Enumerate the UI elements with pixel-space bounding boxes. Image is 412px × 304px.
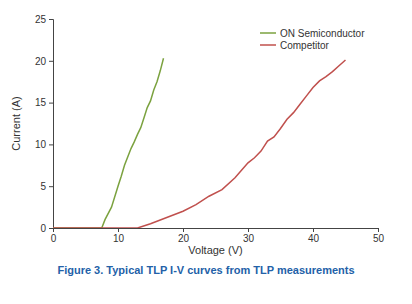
tick: 10 [113,228,125,244]
tick-label: 20 [35,56,47,67]
tick-label: 10 [113,233,125,244]
tick-label: 15 [35,97,47,108]
tick-mark [378,228,379,232]
tick: 5 [40,181,53,192]
tick-mark [49,61,53,62]
tick-label: 5 [40,181,46,192]
series-group [53,58,346,228]
tick-label: 30 [243,233,255,244]
series-line [53,60,346,228]
tick-mark [49,186,53,187]
chart: 0 10 20 30 40 50 0 5 10 15 20 25 Voltage (V) Current … [0,0,412,304]
tick-label: 0 [51,233,57,244]
tick: 10 [35,139,53,150]
title: Figure 3. Typical TLP I-V curves from TL… [57,264,354,276]
axis-line [49,20,54,229]
tick: 30 [243,228,255,244]
tick: 15 [35,97,53,108]
y-axis: 0 5 10 15 20 25 [35,14,54,234]
axis-line [54,229,379,233]
tick: 0 [40,223,53,234]
tick-label: 20 [178,233,190,244]
legend: ON SemiconductorCompetitor [260,28,365,51]
legend-swatch [260,44,276,46]
tick-mark [49,144,53,145]
tick-mark [118,228,119,232]
tick-mark [49,103,53,104]
tick-mark [49,228,53,229]
tick-label: 40 [308,233,320,244]
tick-label: 25 [35,14,47,25]
tick: 50 [373,228,385,244]
tick: 20 [178,228,190,244]
tick-mark [183,228,184,232]
tick: 40 [308,228,320,244]
legend-label: Competitor [280,40,330,51]
tick: 25 [35,14,53,25]
x-axis-title: Voltage (V) [188,244,242,256]
tick-label: 10 [35,139,47,150]
tick: 20 [35,56,53,67]
tick-label: 50 [373,233,385,244]
series-line [53,58,164,228]
legend-item: Competitor [260,40,330,51]
tick-label: 0 [40,223,46,234]
tick-mark [248,228,249,232]
y-axis-title: Current (A) [10,96,22,150]
legend-label: ON Semiconductor [280,28,365,39]
tick-mark [49,19,53,20]
tick: 0 [51,228,57,244]
legend-swatch [260,32,276,34]
legend-item: ON Semiconductor [260,28,365,39]
plot-area: 0 10 20 30 40 50 0 5 10 15 20 25 [35,14,385,244]
x-axis: 0 10 20 30 40 50 [51,228,385,244]
tick-mark [313,228,314,232]
